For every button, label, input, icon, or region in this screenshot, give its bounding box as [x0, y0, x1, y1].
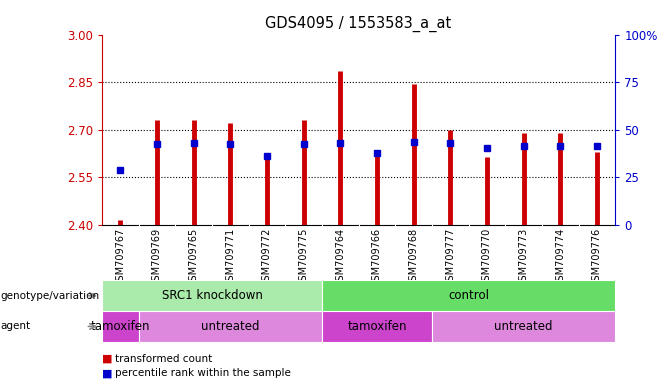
- Text: GSM709764: GSM709764: [336, 227, 345, 286]
- Bar: [322, 280, 615, 311]
- Text: GSM709769: GSM709769: [152, 227, 162, 286]
- Text: transformed count: transformed count: [115, 354, 213, 364]
- Bar: [432, 311, 615, 342]
- Text: GSM709773: GSM709773: [519, 227, 528, 287]
- Text: tamoxifen: tamoxifen: [91, 320, 150, 333]
- Text: tamoxifen: tamoxifen: [347, 320, 407, 333]
- Text: GSM709774: GSM709774: [555, 227, 565, 287]
- Text: percentile rank within the sample: percentile rank within the sample: [115, 368, 291, 378]
- Text: agent: agent: [0, 321, 30, 331]
- Text: ■: ■: [102, 368, 116, 378]
- Text: control: control: [448, 289, 489, 302]
- Text: GSM709767: GSM709767: [115, 227, 125, 287]
- Text: GSM709765: GSM709765: [189, 227, 199, 287]
- Text: GSM709775: GSM709775: [299, 227, 309, 287]
- Text: GSM709766: GSM709766: [372, 227, 382, 286]
- Text: untreated: untreated: [494, 320, 553, 333]
- Text: GSM709771: GSM709771: [225, 227, 236, 287]
- Bar: [322, 311, 432, 342]
- Text: genotype/variation: genotype/variation: [0, 291, 99, 301]
- Text: SRC1 knockdown: SRC1 knockdown: [161, 289, 263, 302]
- Title: GDS4095 / 1553583_a_at: GDS4095 / 1553583_a_at: [265, 16, 452, 32]
- Text: untreated: untreated: [201, 320, 259, 333]
- Text: GSM709768: GSM709768: [409, 227, 418, 286]
- Bar: [102, 280, 322, 311]
- Text: ■: ■: [102, 354, 116, 364]
- Bar: [139, 311, 322, 342]
- Text: GSM709770: GSM709770: [482, 227, 492, 287]
- Bar: [102, 311, 139, 342]
- Text: GSM709776: GSM709776: [592, 227, 602, 287]
- Text: GSM709772: GSM709772: [262, 227, 272, 287]
- Text: GSM709777: GSM709777: [445, 227, 455, 287]
